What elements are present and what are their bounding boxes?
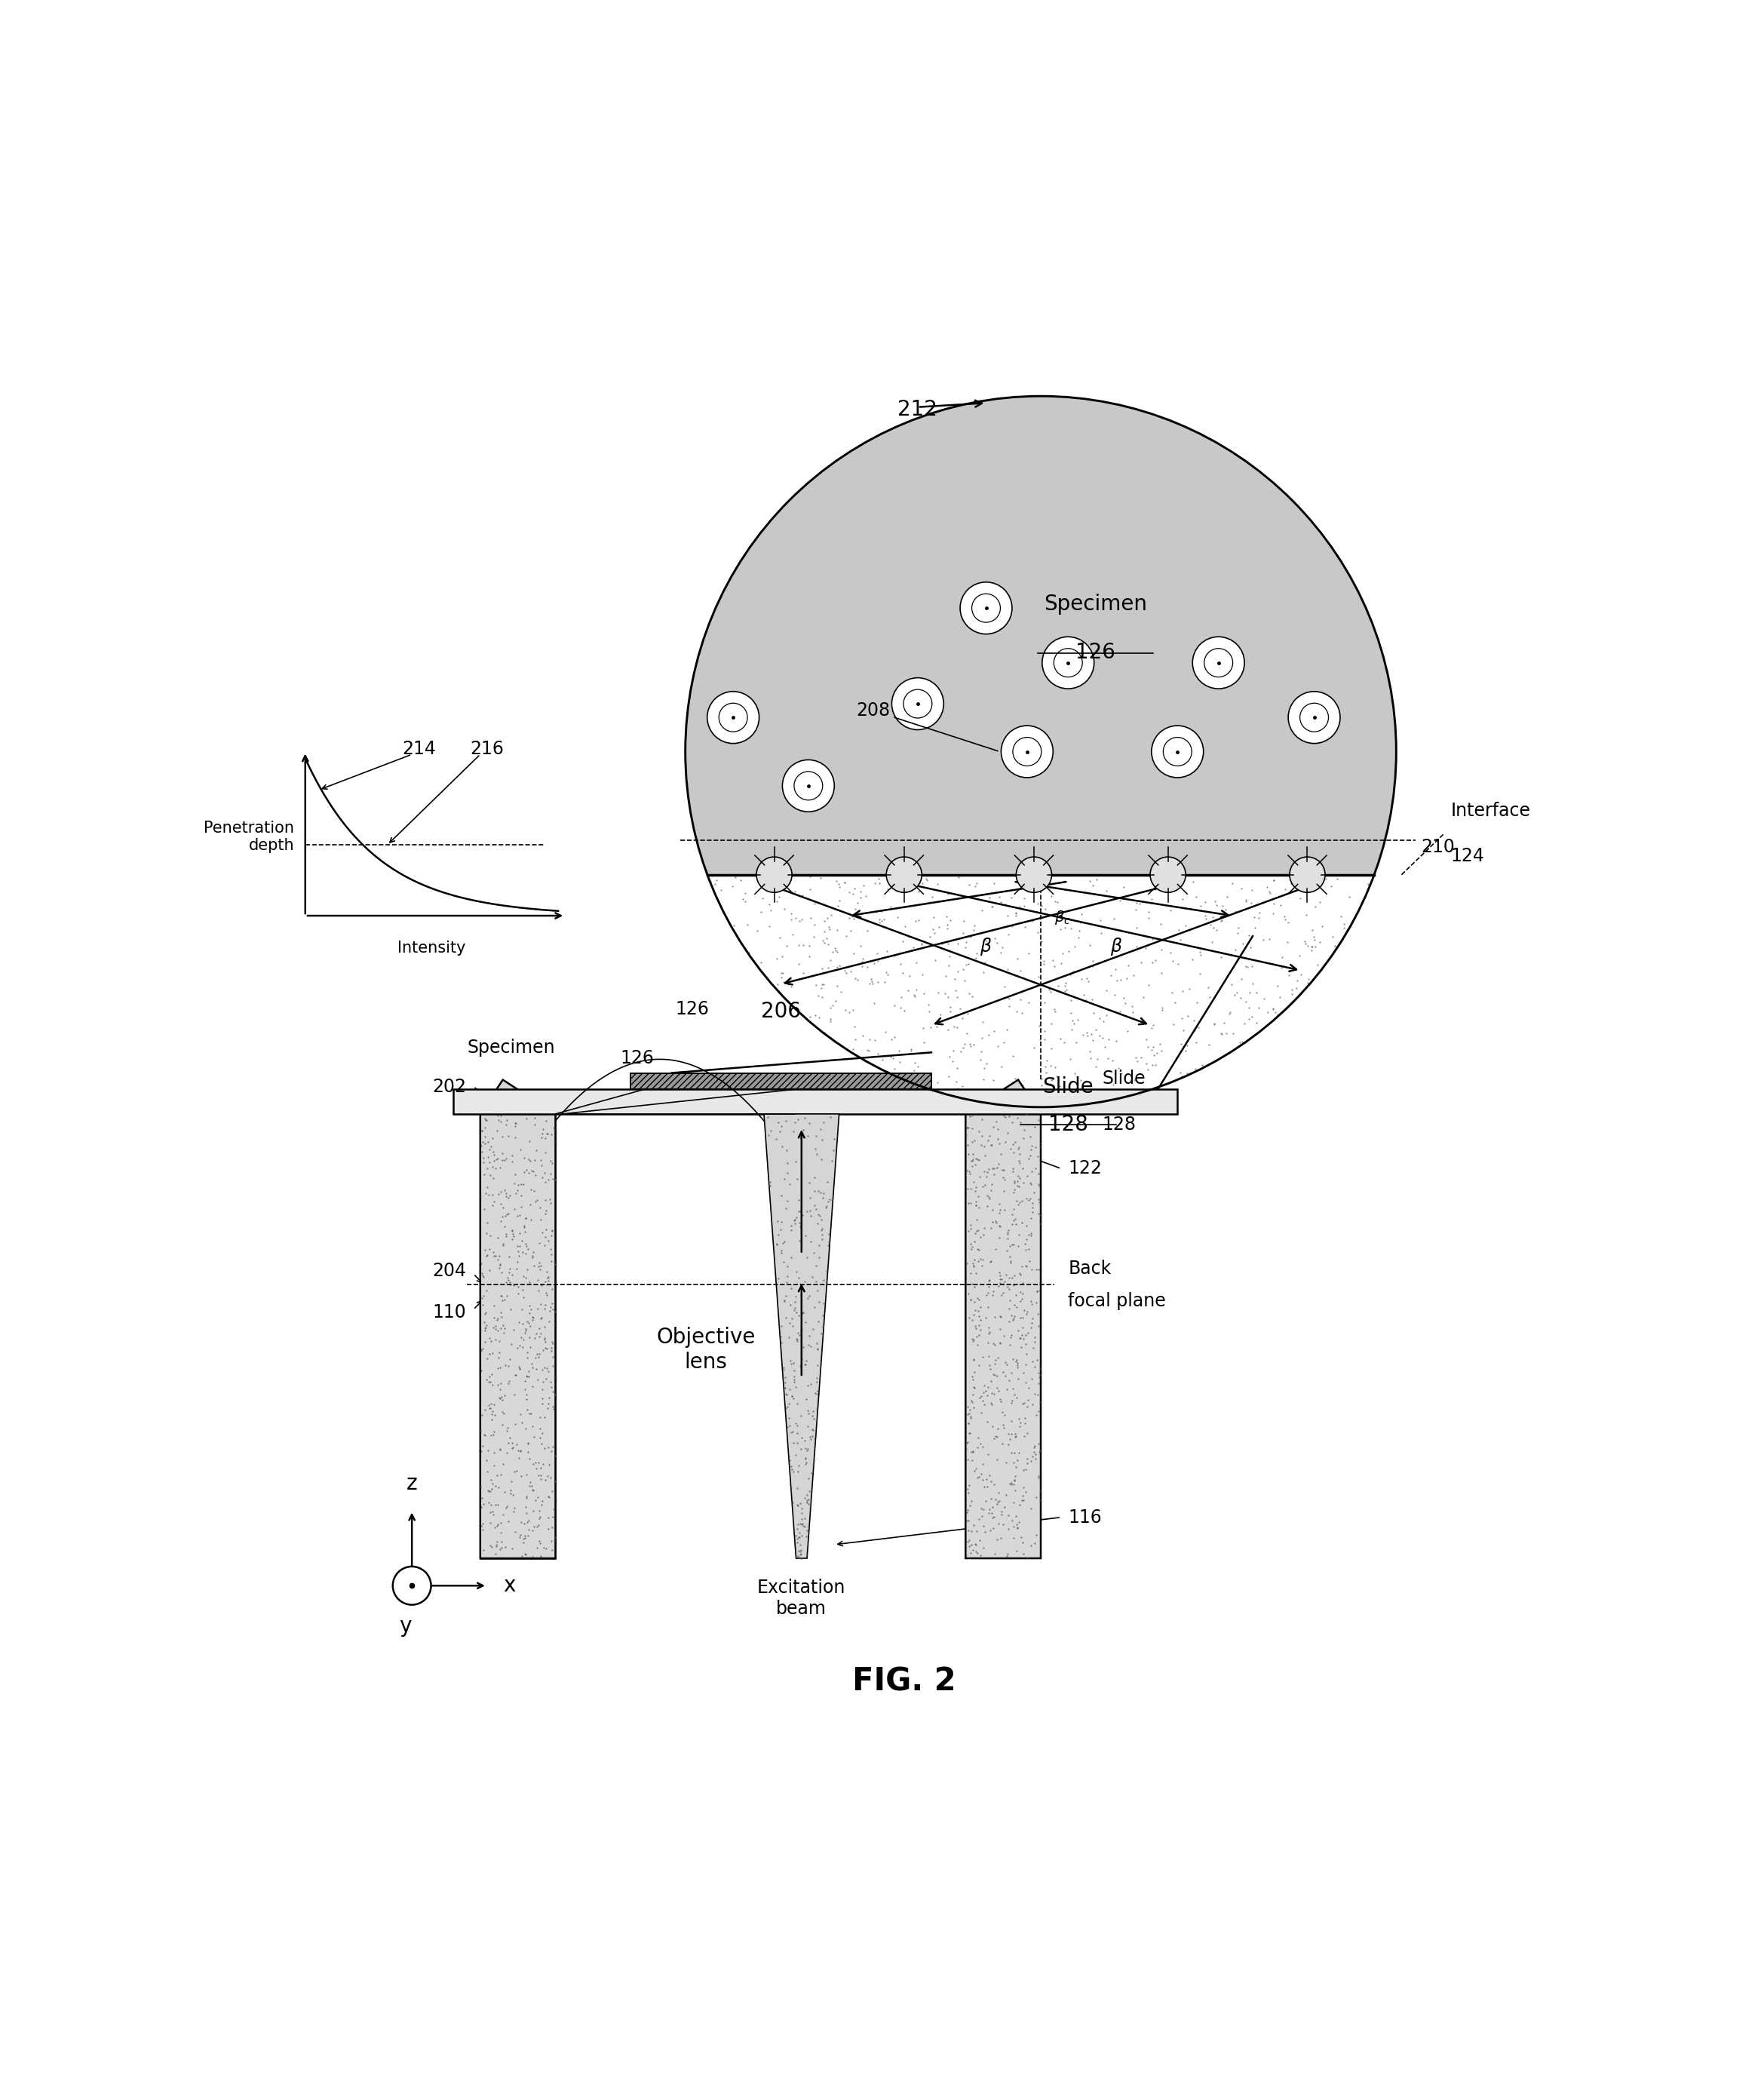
Text: Specimen: Specimen — [1044, 594, 1147, 615]
Circle shape — [1288, 692, 1341, 744]
FancyBboxPatch shape — [453, 1090, 1178, 1115]
Circle shape — [1192, 638, 1244, 688]
Text: 128: 128 — [1102, 1115, 1136, 1134]
Text: $\beta$: $\beta$ — [1110, 936, 1122, 957]
Text: 202: 202 — [432, 1077, 466, 1096]
Text: Interface: Interface — [1450, 802, 1531, 819]
Text: Back: Back — [1067, 1261, 1111, 1277]
Text: y: y — [399, 1615, 411, 1636]
Circle shape — [960, 581, 1013, 634]
Text: 110: 110 — [432, 1302, 466, 1321]
Text: Slide: Slide — [1043, 1075, 1094, 1096]
Text: 206: 206 — [760, 1000, 801, 1021]
Text: 208: 208 — [856, 702, 998, 750]
Circle shape — [1150, 857, 1185, 892]
Text: 126: 126 — [676, 1000, 709, 1019]
Polygon shape — [686, 396, 1395, 875]
Text: focal plane: focal plane — [1067, 1292, 1166, 1309]
Text: z: z — [406, 1473, 418, 1494]
Text: x: x — [503, 1576, 515, 1596]
Text: Objective
lens: Objective lens — [656, 1328, 755, 1373]
Text: 210: 210 — [1420, 838, 1455, 857]
Text: Intensity: Intensity — [397, 940, 466, 954]
Text: 214: 214 — [402, 740, 436, 759]
Circle shape — [1002, 725, 1053, 777]
Text: 216: 216 — [471, 740, 505, 759]
Text: 212: 212 — [898, 398, 937, 421]
Text: $\beta_c$: $\beta_c$ — [1055, 909, 1071, 925]
Polygon shape — [480, 1080, 556, 1559]
Text: Slide: Slide — [1102, 1069, 1147, 1088]
Polygon shape — [707, 875, 1374, 1107]
Circle shape — [893, 677, 944, 729]
Circle shape — [1016, 857, 1051, 892]
FancyBboxPatch shape — [480, 1115, 556, 1559]
Text: Penetration
depth: Penetration depth — [205, 821, 295, 852]
Circle shape — [1289, 857, 1325, 892]
Text: 124: 124 — [1450, 848, 1485, 865]
Text: 126: 126 — [621, 1050, 654, 1067]
Text: Excitation
beam: Excitation beam — [757, 1580, 845, 1617]
Circle shape — [1152, 725, 1203, 777]
Text: 204: 204 — [432, 1263, 466, 1280]
FancyBboxPatch shape — [632, 1073, 931, 1090]
Text: $\beta$: $\beta$ — [979, 936, 993, 957]
Text: Specimen: Specimen — [467, 1038, 556, 1057]
Text: 128: 128 — [1048, 1115, 1088, 1136]
Circle shape — [886, 857, 923, 892]
Circle shape — [783, 761, 834, 813]
Text: 116: 116 — [1067, 1509, 1102, 1525]
Circle shape — [707, 692, 759, 744]
Circle shape — [757, 857, 792, 892]
Text: 122: 122 — [1067, 1159, 1102, 1177]
Text: 126: 126 — [1076, 642, 1115, 663]
Text: FIG. 2: FIG. 2 — [852, 1665, 956, 1696]
Circle shape — [393, 1567, 430, 1605]
Circle shape — [1043, 638, 1094, 688]
Polygon shape — [764, 1115, 840, 1559]
Polygon shape — [965, 1080, 1041, 1559]
